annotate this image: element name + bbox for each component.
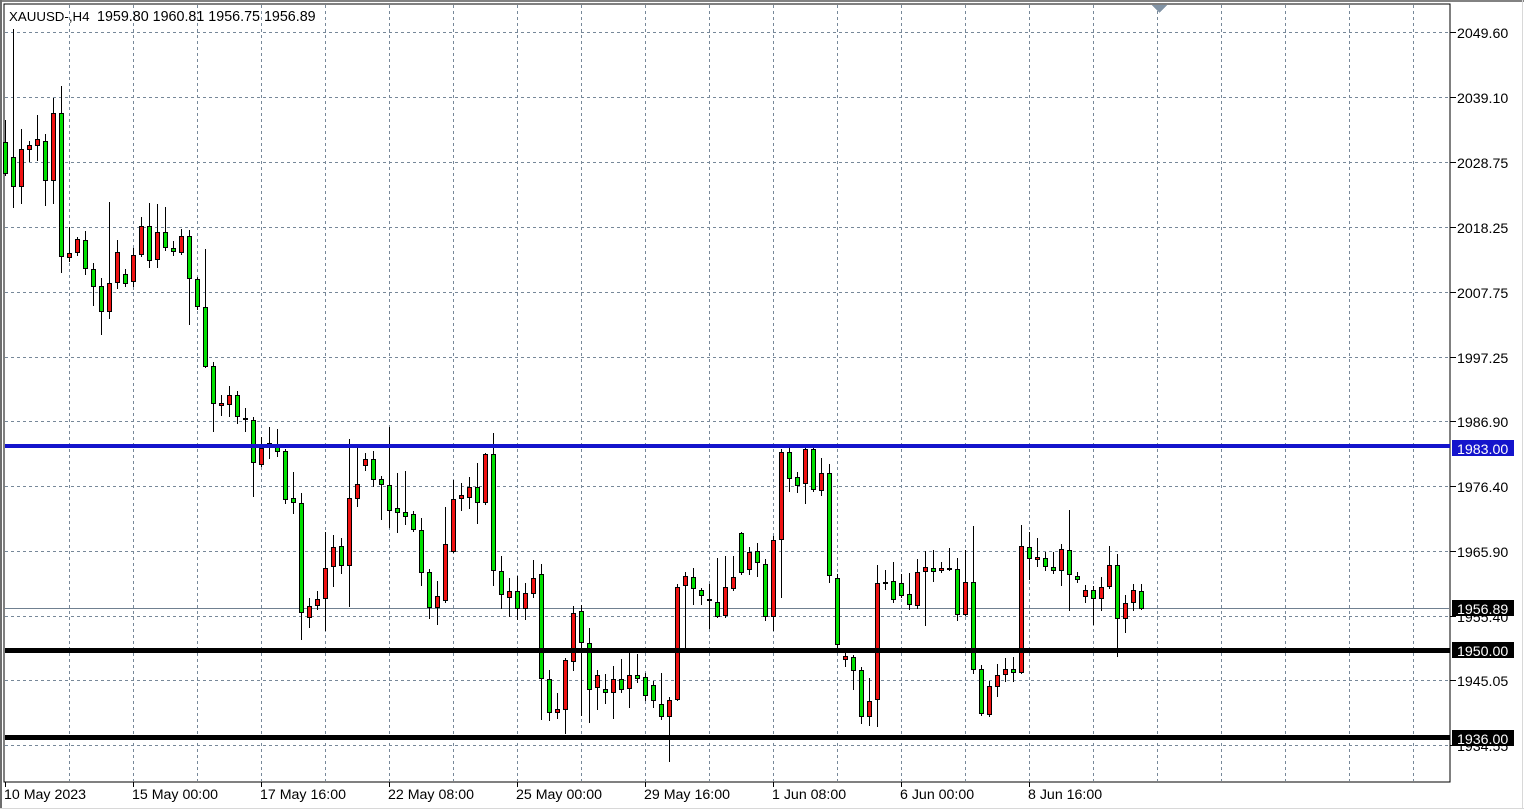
svg-text:1936.00: 1936.00 xyxy=(1457,732,1508,748)
svg-text:1945.05: 1945.05 xyxy=(1457,674,1508,690)
svg-text:2039.10: 2039.10 xyxy=(1457,91,1508,107)
svg-text:15 May 00:00: 15 May 00:00 xyxy=(132,787,218,803)
svg-text:22 May 08:00: 22 May 08:00 xyxy=(388,787,474,803)
svg-text:8 Jun 16:00: 8 Jun 16:00 xyxy=(1028,787,1102,803)
svg-text:17 May 16:00: 17 May 16:00 xyxy=(260,787,346,803)
svg-text:2018.25: 2018.25 xyxy=(1457,221,1508,237)
svg-text:1997.25: 1997.25 xyxy=(1457,351,1508,367)
svg-text:1 Jun 08:00: 1 Jun 08:00 xyxy=(772,787,846,803)
svg-text:1965.90: 1965.90 xyxy=(1457,545,1508,561)
svg-text:2028.75: 2028.75 xyxy=(1457,156,1508,172)
svg-text:1986.90: 1986.90 xyxy=(1457,415,1508,431)
svg-text:1983.00: 1983.00 xyxy=(1457,442,1508,458)
svg-text:1976.40: 1976.40 xyxy=(1457,480,1508,496)
svg-text:10 May 2023: 10 May 2023 xyxy=(4,787,86,803)
svg-text:1956.89: 1956.89 xyxy=(1457,602,1508,618)
svg-text:2049.60: 2049.60 xyxy=(1457,26,1508,42)
svg-text:2007.75: 2007.75 xyxy=(1457,286,1508,302)
svg-text:25 May 00:00: 25 May 00:00 xyxy=(516,787,602,803)
svg-text:1955.40: 1955.40 xyxy=(1457,610,1508,626)
svg-text:1934.55: 1934.55 xyxy=(1457,739,1508,755)
svg-text:6 Jun 00:00: 6 Jun 00:00 xyxy=(900,787,974,803)
svg-text:1950.00: 1950.00 xyxy=(1457,644,1508,660)
svg-text:29 May 16:00: 29 May 16:00 xyxy=(644,787,730,803)
svg-text:XAUUSD-,H4: XAUUSD-,H4 xyxy=(9,9,90,24)
svg-text:1959.80 1960.81 1956.75 1956.8: 1959.80 1960.81 1956.75 1956.89 xyxy=(97,9,316,25)
